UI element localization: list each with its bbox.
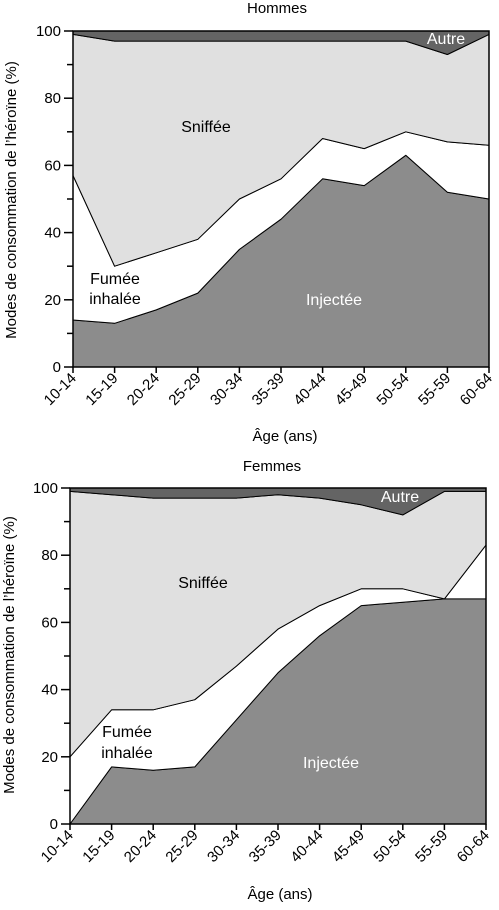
x-tick-label-femmes: 30-34 (204, 827, 243, 866)
label-fumee-hommes-line1: Fumée (90, 271, 140, 288)
x-tick-label-hommes: 35-39 (249, 370, 288, 409)
x-tick-label-femmes: 40-44 (287, 827, 326, 866)
y-axis-label-femmes: Modes de consommation de l’héroïne (%) (1, 516, 18, 794)
label-fumee-femmes-line1: Fumée (102, 724, 152, 741)
y-tick-label-femmes: 100 (33, 480, 58, 497)
x-tick-label-femmes: 50-54 (370, 827, 409, 866)
x-tick-label-femmes: 35-39 (246, 827, 285, 866)
x-axis-label-hommes: Âge (ans) (252, 428, 317, 445)
label-injectee-femmes: Injectée (303, 755, 359, 772)
x-tick-label-hommes: 50-54 (373, 370, 412, 409)
x-tick-label-hommes: 40-44 (290, 370, 329, 409)
label-sniffee-hommes: Sniffée (181, 119, 231, 136)
x-tick-label-hommes: 45-49 (332, 370, 371, 409)
y-tick-label-hommes: 80 (44, 90, 61, 107)
x-tick-label-femmes: 45-49 (329, 827, 368, 866)
y-tick-label-hommes: 40 (44, 225, 61, 242)
y-tick-label-hommes: 20 (44, 292, 61, 309)
y-tick-label-hommes: 60 (44, 157, 61, 174)
y-tick-label-femmes: 20 (41, 749, 58, 766)
label-fumee-femmes-line2: inhalée (101, 745, 153, 762)
x-tick-label-hommes: 30-34 (207, 370, 246, 409)
x-tick-label-hommes: 60-64 (457, 370, 496, 409)
x-tick-label-hommes: 15-19 (82, 370, 121, 409)
area-layers-hommes (72, 30, 490, 368)
area-layers-femmes (69, 487, 487, 825)
x-tick-label-femmes: 20-24 (121, 827, 160, 866)
x-axis-label-femmes: Âge (ans) (247, 886, 312, 903)
label-injectee-hommes: Injectée (306, 292, 362, 309)
label-autre-hommes: Autre (427, 31, 465, 48)
x-tick-label-hommes: 55-59 (415, 370, 454, 409)
x-tick-label-femmes: 60-64 (454, 827, 493, 866)
y-tick-label-femmes: 60 (41, 614, 58, 631)
y-axis-label-hommes: Modes de consommation de l’héroïne (%) (3, 61, 20, 339)
label-autre-femmes: Autre (381, 489, 419, 506)
x-tick-label-hommes: 20-24 (124, 370, 163, 409)
x-tick-label-femmes: 15-19 (79, 827, 118, 866)
y-tick-label-femmes: 40 (41, 682, 58, 699)
x-tick-label-hommes: 25-29 (165, 370, 204, 409)
y-tick-label-femmes: 80 (41, 547, 58, 564)
y-tick-label-femmes: 0 (50, 816, 58, 833)
label-fumee-hommes-line2: inhalée (89, 291, 141, 308)
chart-title-hommes: Hommes (247, 0, 307, 17)
y-tick-label-hommes: 0 (53, 359, 61, 376)
x-tick-label-femmes: 25-29 (162, 827, 201, 866)
label-sniffee-femmes: Sniffée (178, 575, 228, 592)
y-tick-label-hommes: 100 (36, 23, 61, 40)
chart-title-femmes: Femmes (243, 458, 301, 475)
x-tick-label-femmes: 55-59 (412, 827, 451, 866)
